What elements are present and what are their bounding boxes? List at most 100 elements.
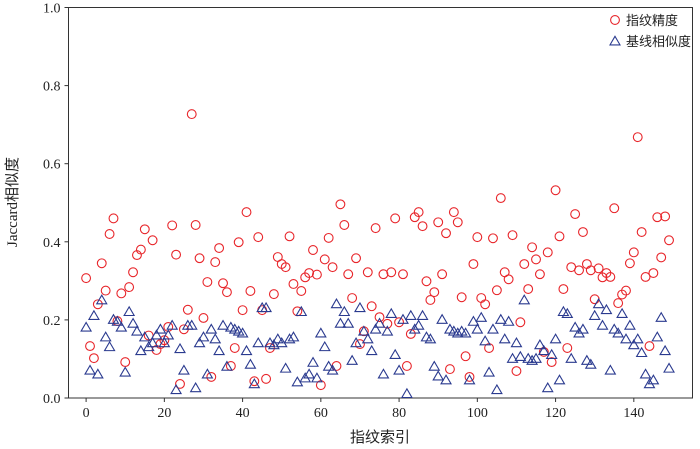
baseline-similarity-point (342, 317, 355, 328)
baseline-similarity-point (592, 297, 605, 309)
baseline-similarity-point (404, 309, 417, 320)
fingerprint-precision-point (135, 244, 146, 255)
fingerprint-precision-point (339, 220, 350, 230)
fingerprint-precision-point (523, 284, 534, 295)
fingerprint-precision-point (265, 343, 275, 353)
legend-circle-marker (610, 15, 620, 25)
baseline-similarity-point (271, 333, 284, 344)
fingerprint-precision-point (558, 284, 569, 295)
fingerprint-precision-point (401, 361, 412, 371)
y-tick-label: 0.8 (43, 80, 61, 95)
baseline-similarity-point (596, 319, 609, 330)
baseline-similarity-point (103, 340, 116, 352)
baseline-similarity-point (197, 331, 210, 342)
fingerprint-precision-point (362, 267, 373, 278)
baseline-similarity-point (346, 354, 359, 365)
fingerprint-precision-point (343, 269, 354, 280)
baseline-similarity-point (475, 311, 488, 322)
baseline-similarity-point (518, 294, 531, 305)
fingerprint-precision-point (456, 292, 467, 303)
fingerprint-precision-point (81, 273, 92, 284)
baseline-similarity-point (330, 297, 343, 309)
baseline-similarity-point (440, 374, 452, 385)
fingerprint-precision-point (621, 285, 631, 296)
fingerprint-precision-point (491, 285, 502, 296)
baseline-similarity-point (84, 364, 96, 375)
baseline-similarity-point (584, 358, 597, 369)
fingerprint-precision-point (664, 235, 674, 246)
baseline-similarity-point (494, 313, 507, 324)
fingerprint-precision-point (546, 357, 557, 368)
baseline-similarity-point (91, 368, 104, 379)
baseline-similarity-point (213, 344, 226, 356)
baseline-similarity-point (166, 319, 179, 330)
baseline-similarity-point (314, 327, 327, 338)
fingerprint-precision-point (405, 329, 416, 339)
x-axis: 0 20 40 60 80 100 120 140 (83, 398, 644, 421)
baseline-similarity-point (635, 346, 648, 358)
baseline-similarity-point (111, 315, 124, 326)
baseline-similarity-point (553, 374, 566, 385)
fingerprint-precision-point (527, 242, 538, 253)
baseline-similarity-point (295, 305, 308, 317)
baseline-similarity-point (252, 337, 265, 348)
fingerprint-precision-point (581, 259, 592, 270)
baseline-similarity-point (154, 323, 167, 334)
baseline-similarity-point (236, 327, 249, 338)
baseline-similarity-point (267, 338, 280, 350)
fingerprint-precision-point (398, 269, 408, 280)
fingerprint-precision-point (304, 268, 315, 278)
x-tick-label: 80 (392, 406, 406, 421)
fingerprint-precision-point (194, 253, 205, 264)
fingerprint-precision-point (296, 286, 307, 296)
fingerprint-precision-point (609, 203, 620, 214)
baseline-similarity-point (369, 323, 382, 334)
fingerprint-precision-point (652, 212, 663, 223)
baseline-similarity-point (393, 364, 406, 375)
fingerprint-precision-point (355, 339, 365, 350)
baseline-similarity-point (357, 325, 370, 336)
fingerprint-precision-point (452, 217, 463, 228)
baseline-similarity-point (185, 319, 198, 330)
fingerprint-precision-point (417, 221, 428, 232)
baseline-similarity-point (174, 342, 186, 354)
baseline-similarity-point (373, 317, 386, 328)
baseline-similarity-point (127, 317, 140, 328)
fingerprint-precision-point (210, 257, 221, 268)
fingerprint-precision-point (519, 259, 530, 270)
baseline-similarity-point (451, 327, 464, 338)
fingerprint-precision-point (241, 207, 252, 218)
fingerprint-precision-point (190, 220, 201, 230)
baseline-similarity-point (361, 333, 374, 344)
baseline-similarity-point (443, 323, 456, 334)
baseline-similarity-point (483, 366, 496, 377)
baseline-similarity-point (354, 301, 366, 313)
fingerprint-precision-point (370, 223, 381, 234)
fingerprint-precision-point (249, 376, 260, 387)
x-tick-label: 40 (236, 406, 250, 421)
fingerprint-precision-point (578, 227, 588, 237)
fingerprint-precision-point (351, 253, 361, 264)
baseline-similarity-point (498, 333, 511, 344)
baseline-similarity-point (244, 358, 257, 369)
fingerprint-precision-point (472, 232, 483, 243)
baseline-similarity-point (119, 366, 132, 377)
fingerprint-precision-point (570, 209, 581, 220)
baseline-similarity-point (623, 319, 636, 330)
baseline-similarity-point (577, 323, 589, 334)
fingerprint-precision-point (108, 213, 119, 224)
baseline-similarity-point (459, 327, 472, 338)
fingerprint-precision-point (390, 213, 401, 224)
fingerprint-precision-point-group (81, 109, 674, 391)
fingerprint-precision-point (574, 265, 584, 276)
baseline-similarity-point (303, 368, 316, 379)
fingerprint-precision-point (413, 207, 424, 218)
baseline-similarity-point (659, 344, 672, 356)
baseline-similarity-point (428, 360, 441, 371)
fingerprint-precision-point (476, 293, 487, 303)
baseline-similarity-point (561, 307, 574, 318)
baseline-similarity-point (150, 329, 163, 340)
fingerprint-precision-point (171, 249, 182, 260)
y-tick-label: 0.0 (43, 392, 61, 407)
